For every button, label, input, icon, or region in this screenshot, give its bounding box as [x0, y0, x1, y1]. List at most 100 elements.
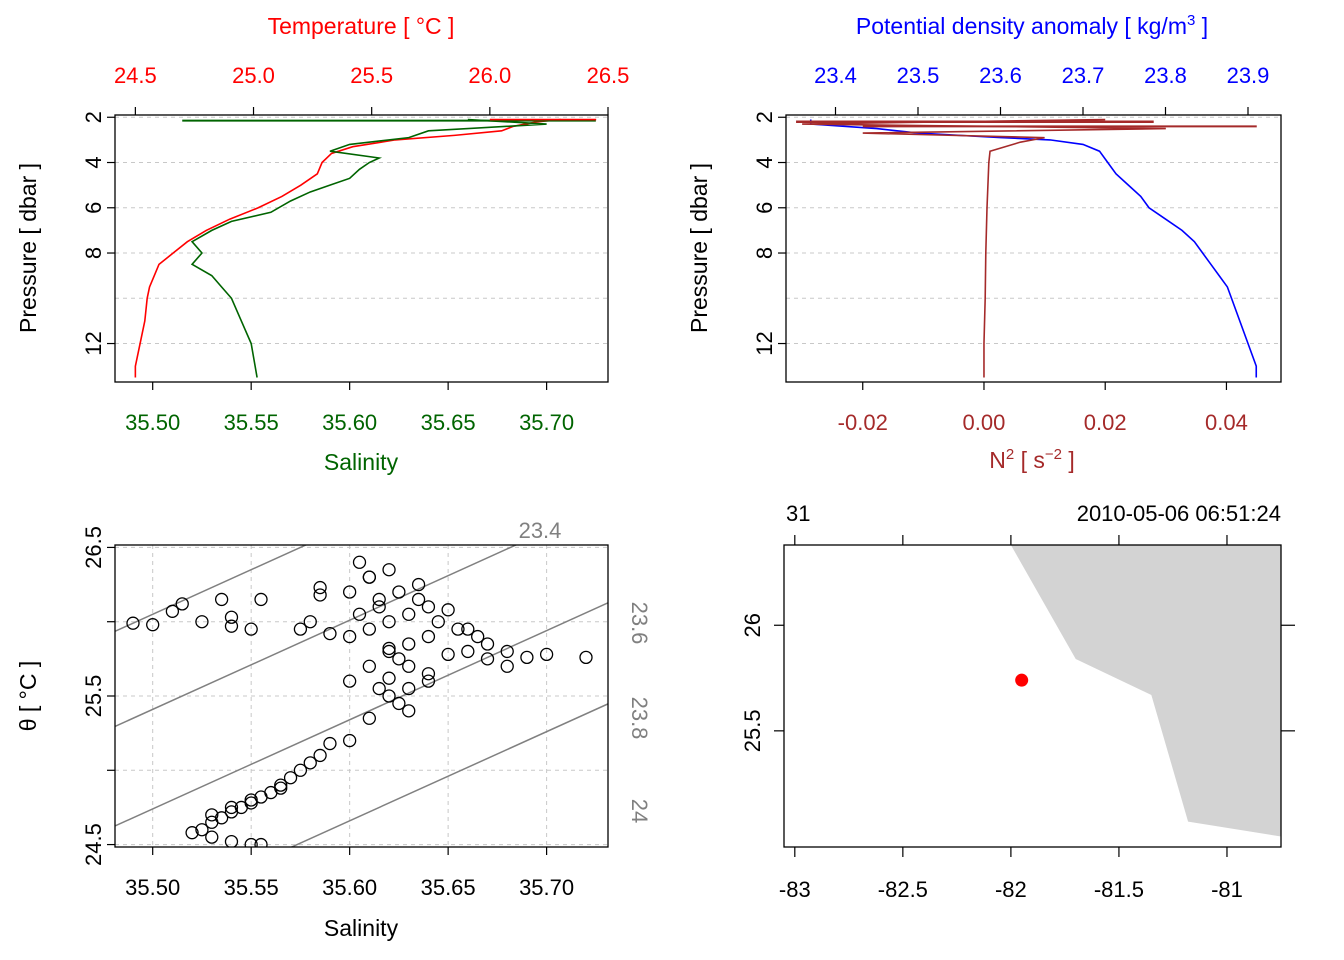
p3-isopycnal-line [289, 703, 608, 847]
p3-data-point [461, 622, 475, 636]
p2-sigma-tick-label: 23.7 [1062, 63, 1105, 88]
p2-n2-tick-label: 0.02 [1084, 410, 1127, 435]
p3-data-point [313, 588, 327, 602]
p3-data-point [372, 681, 386, 696]
p3-data-point [224, 619, 239, 633]
p1-salinity-tick-label: 35.70 [519, 410, 574, 435]
p3-theta-tick-label: 25.5 [81, 675, 106, 718]
p2-ticks: 2 4 6 8 12 23.4 23.5 23.6 23.7 23.8 23.9 -0.02 0.00 0… [752, 63, 1269, 435]
p3-data-point [224, 610, 239, 624]
p1-salinity-tick-label: 35.60 [322, 410, 377, 435]
p3-data-point [382, 641, 396, 656]
p1-gridlines [115, 116, 608, 345]
p4-land-polygon [1010, 545, 1281, 837]
p3-data-point [352, 555, 367, 569]
p3-salinity-tick-label: 35.55 [224, 875, 279, 900]
p2-density-label-end: ] [1195, 13, 1208, 39]
p3-data-point [254, 837, 268, 847]
p3-data-point [362, 659, 376, 673]
p3-data-point [293, 622, 308, 636]
p4-ticks: -83 -82.5 -82 -81.5 -81 26 25.5 [740, 535, 1295, 902]
p3-data-point [402, 637, 416, 651]
p2-sigma-tick-label: 23.5 [897, 63, 940, 88]
p3-data-point [126, 616, 140, 630]
p3-data-point [411, 577, 426, 592]
p3-data-point [421, 629, 436, 644]
p3-data-point [392, 696, 406, 711]
p3-data-point [421, 674, 436, 688]
p2-n2-label-mid: [ s [1014, 447, 1045, 473]
p1-salinity-tick-label: 35.55 [224, 410, 279, 435]
p3-salinity-tick-label: 35.50 [125, 875, 180, 900]
p3-data-point [205, 815, 219, 829]
p3-data-point [471, 629, 485, 644]
p3-data-point [421, 667, 436, 681]
p3-data-point [224, 800, 239, 815]
p3-data-point [205, 808, 219, 822]
p4-longitude-tick-label: -83 [779, 877, 811, 902]
p3-data-point [224, 834, 239, 847]
p3-theta-tick-label: 26.5 [81, 526, 106, 569]
p1-ticks: 2 4 6 8 12 24.5 25.0 25.5 26.0 26.5 35.50 35.55 35.6… [81, 63, 629, 435]
p4-land [1010, 545, 1281, 837]
p1-temperature-tick-label: 26.5 [587, 63, 630, 88]
p4-longitude-tick-label: -82.5 [878, 877, 928, 902]
p3-data-point [343, 674, 357, 688]
p1-temperature-tick-label: 24.5 [114, 63, 157, 88]
p1-temperature-line [134, 118, 561, 378]
p3-isopycnal-line [115, 545, 518, 728]
p2-density-label-main: Potential density anomaly [ kg/m [856, 13, 1187, 39]
p2-n2-label-end: ] [1062, 447, 1075, 473]
p3-data-point [402, 607, 416, 621]
p1-salinity-axis-label: Salinity [324, 449, 399, 475]
p3-data-point [254, 790, 268, 804]
p1-series [134, 118, 597, 378]
p3-data-point [539, 647, 554, 662]
p3-data-point [372, 600, 386, 614]
p4-plot-frame [783, 544, 1282, 848]
p3-data-point [343, 733, 357, 748]
p3-data-point [480, 637, 495, 651]
p1-salinity-tick-label: 35.50 [125, 410, 180, 435]
panel-ts-diagram: 35.50 35.55 35.60 35.65 35.70 24.5 25.5 26.5 23.… [15, 518, 652, 941]
p3-data-point [254, 592, 268, 607]
p3-data-point [362, 711, 376, 725]
p3-data-point [205, 830, 219, 844]
p1-temperature-axis-label: Temperature [ °C ] [268, 13, 455, 39]
p3-data-point [392, 652, 406, 666]
p3-data-point [382, 615, 396, 629]
p3-data-point [244, 837, 258, 847]
p3-gridlines [115, 545, 608, 847]
p3-data-point [362, 622, 376, 636]
p1-pressure-tick-label: 8 [81, 247, 106, 259]
p2-sigma-tick-label: 23.4 [814, 63, 857, 88]
p3-data-point [480, 652, 495, 666]
p3-data-point [461, 644, 475, 659]
p3-data-point [244, 793, 258, 807]
p3-data-point [382, 689, 396, 703]
p3-data-point [313, 748, 327, 763]
panel-density-profile: 2 4 6 8 12 23.4 23.5 23.6 23.7 23.8 23.9 -0.02 0.00 0… [686, 12, 1282, 473]
p1-pressure-tick-label: 12 [81, 331, 106, 355]
p3-data-point [303, 615, 317, 629]
p2-pressure-tick-label: 2 [752, 111, 777, 123]
p3-isopycnal-label: 23.6 [627, 602, 652, 645]
p4-datetime-label: 2010-05-06 06:51:24 [1077, 501, 1281, 526]
p3-data-point [293, 763, 308, 777]
p3-data-point [244, 622, 258, 636]
p4-station-marker [1015, 673, 1029, 687]
p2-pressure-tick-label: 8 [752, 247, 777, 259]
p2-n2-tick-label: 0.00 [963, 410, 1006, 435]
p3-data-point [323, 626, 337, 641]
p3-data-point [362, 570, 376, 584]
p3-data-point [402, 704, 416, 718]
p3-data-point [224, 805, 239, 819]
p3-data-point [165, 604, 180, 618]
p3-data-point [421, 600, 436, 614]
p3-ticks: 35.50 35.55 35.60 35.65 35.70 24.5 25.5 26.5 23.… [81, 518, 652, 900]
p2-n2-line [802, 118, 1166, 378]
p3-data-point [382, 563, 396, 577]
p1-temperature-tick-label: 25.0 [232, 63, 275, 88]
p2-sigma-tick-label: 23.6 [979, 63, 1022, 88]
p3-theta-tick-label: 24.5 [81, 823, 106, 866]
